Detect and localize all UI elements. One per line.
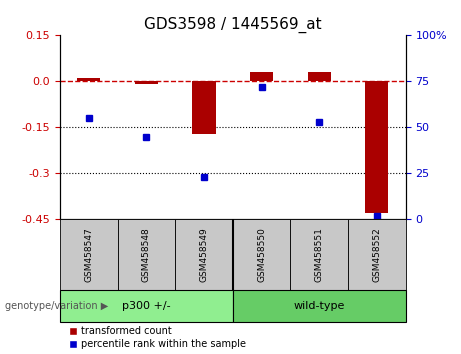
Legend: transformed count, percentile rank within the sample: transformed count, percentile rank withi… [70,326,246,349]
Text: GSM458550: GSM458550 [257,227,266,282]
Text: GSM458551: GSM458551 [315,227,324,282]
Bar [290,219,348,290]
Text: genotype/variation ▶: genotype/variation ▶ [5,301,108,311]
Bar [77,78,100,81]
Bar [233,219,290,290]
Bar [118,219,175,290]
Bar [365,81,388,213]
Bar [250,72,273,81]
Text: GSM458548: GSM458548 [142,228,151,282]
Bar [193,81,216,133]
Title: GDS3598 / 1445569_at: GDS3598 / 1445569_at [144,16,322,33]
Bar [60,219,118,290]
Bar [308,72,331,81]
Text: GSM458547: GSM458547 [84,228,93,282]
Bar [175,219,233,290]
Bar [348,219,406,290]
Bar [233,290,406,322]
Text: p300 +/-: p300 +/- [122,301,171,311]
Text: GSM458552: GSM458552 [372,228,381,282]
Bar [135,81,158,85]
Text: wild-type: wild-type [294,301,345,311]
Text: GSM458549: GSM458549 [200,228,208,282]
Bar [60,290,233,322]
